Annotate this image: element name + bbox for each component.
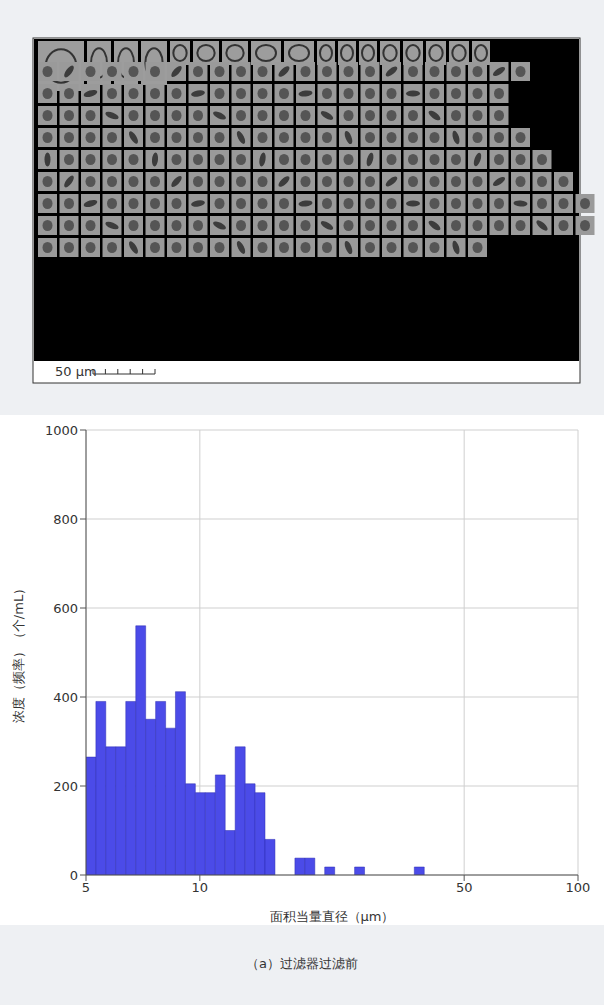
html-text:（a）过滤器过滤前: （a）过滤器过滤前 [246,956,358,971]
svg-text:5: 5 [82,880,90,895]
svg-text:100: 100 [566,880,591,895]
svg-text:1000: 1000 [45,423,78,438]
svg-text:面积当量直径（µm）: 面积当量直径（µm） [270,909,395,924]
svg-text:800: 800 [53,512,78,527]
svg-text:200: 200 [53,779,78,794]
svg-text:400: 400 [53,690,78,705]
svg-text:50: 50 [456,880,473,895]
svg-text:50 µm: 50 µm [55,364,97,379]
svg-text:浓度（频率）（个/mL）: 浓度（频率）（个/mL） [11,582,26,723]
svg-text:10: 10 [192,880,209,895]
svg-text:0: 0 [70,868,78,883]
svg-text:600: 600 [53,601,78,616]
